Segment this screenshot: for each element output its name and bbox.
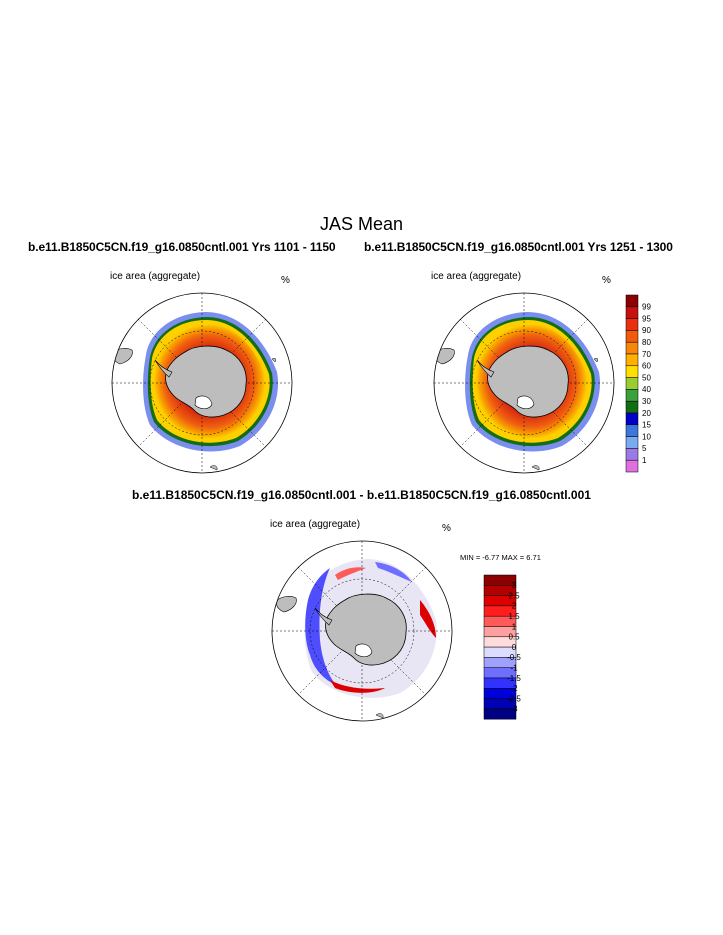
colorbar-label: 15 xyxy=(642,421,651,430)
diff-red-east xyxy=(420,600,436,638)
colorbar-label: -2.5 xyxy=(507,694,521,703)
colorbar-swatch xyxy=(625,389,639,402)
min-max-label: MIN = -6.77 MAX = 6.71 xyxy=(460,553,541,562)
colorbar-label: 1.5 xyxy=(508,612,520,621)
colorbar-swatch xyxy=(625,330,639,343)
panel-right-units-label: % xyxy=(602,275,611,286)
colorbar-label: 2 xyxy=(512,602,517,611)
colorbar-swatch xyxy=(625,318,639,331)
ross-ice-shelf xyxy=(194,395,213,409)
map-difference xyxy=(272,541,452,721)
colorbar-label: 70 xyxy=(642,350,651,359)
colorbar-difference: 32.5 21.51 0.50-0.5 -1-1.5-2-2.5 -3 xyxy=(483,574,521,720)
colorbar-main: 99 95 90 80 70 60 50 40 30 20 15 10 5 1 xyxy=(625,294,651,473)
colorbar-swatch xyxy=(625,436,639,449)
diff-blue-north xyxy=(375,562,412,582)
colorbar-label: 40 xyxy=(642,385,651,394)
map-right xyxy=(434,293,614,473)
colorbar-swatch xyxy=(483,708,517,720)
colorbar-swatch xyxy=(625,306,639,319)
difference-units-label: % xyxy=(442,523,451,534)
diff-blue-west xyxy=(305,568,336,685)
difference-variable-label: ice area (aggregate) xyxy=(270,519,361,530)
diff-red-north xyxy=(335,567,366,580)
colorbar-label: 60 xyxy=(642,362,651,371)
colorbar-label: 5 xyxy=(642,444,647,453)
colorbar-label: -2 xyxy=(510,684,518,693)
map-left xyxy=(112,293,292,473)
diff-red-south xyxy=(330,680,385,693)
colorbar-label: 30 xyxy=(642,397,651,406)
colorbar-swatch xyxy=(625,412,639,426)
colorbar-label: 99 xyxy=(642,303,651,312)
colorbar-swatch xyxy=(625,365,639,378)
colorbar-label: 20 xyxy=(642,409,651,418)
colorbar-label: 10 xyxy=(642,432,651,441)
colorbar-label: 2.5 xyxy=(508,591,520,600)
colorbar-swatch xyxy=(625,294,639,308)
colorbar-label: 95 xyxy=(642,314,651,323)
panel-left-title: b.e11.B1850C5CN.f19_g16.0850cntl.001 Yrs… xyxy=(28,240,336,254)
colorbar-label: -1 xyxy=(510,664,518,673)
panel-right-title: b.e11.B1850C5CN.f19_g16.0850cntl.001 Yrs… xyxy=(364,240,673,254)
colorbar-swatch xyxy=(625,424,639,437)
panel-left-units-label: % xyxy=(281,275,290,286)
antarctic-peninsula xyxy=(154,359,173,378)
colorbar-label: 1 xyxy=(512,622,517,631)
panel-left-variable-label: ice area (aggregate) xyxy=(110,271,201,282)
colorbar-swatch xyxy=(625,400,639,414)
map-left-border xyxy=(111,292,293,474)
colorbar-label: 0.5 xyxy=(508,633,520,642)
colorbar-label: 90 xyxy=(642,326,651,335)
colorbar-swatch xyxy=(625,377,639,390)
colorbar-swatch xyxy=(625,448,639,461)
colorbar-label: 1 xyxy=(642,456,647,465)
page-title: JAS Mean xyxy=(319,214,404,234)
colorbar-label: 3 xyxy=(512,581,517,590)
colorbar-label: -3 xyxy=(510,705,518,714)
colorbar-label: -0.5 xyxy=(507,653,521,662)
panel-right-variable-label: ice area (aggregate) xyxy=(431,271,522,282)
colorbar-swatch xyxy=(625,341,639,355)
difference-panel-title: b.e11.B1850C5CN.f19_g16.0850cntl.001 - b… xyxy=(132,488,591,502)
colorbar-swatch xyxy=(625,459,639,473)
colorbar-label: 0 xyxy=(512,643,517,652)
colorbar-label: 50 xyxy=(642,373,651,382)
colorbar-label: 80 xyxy=(642,338,651,347)
colorbar-swatch xyxy=(625,353,639,367)
colorbar-label: -1.5 xyxy=(507,674,521,683)
